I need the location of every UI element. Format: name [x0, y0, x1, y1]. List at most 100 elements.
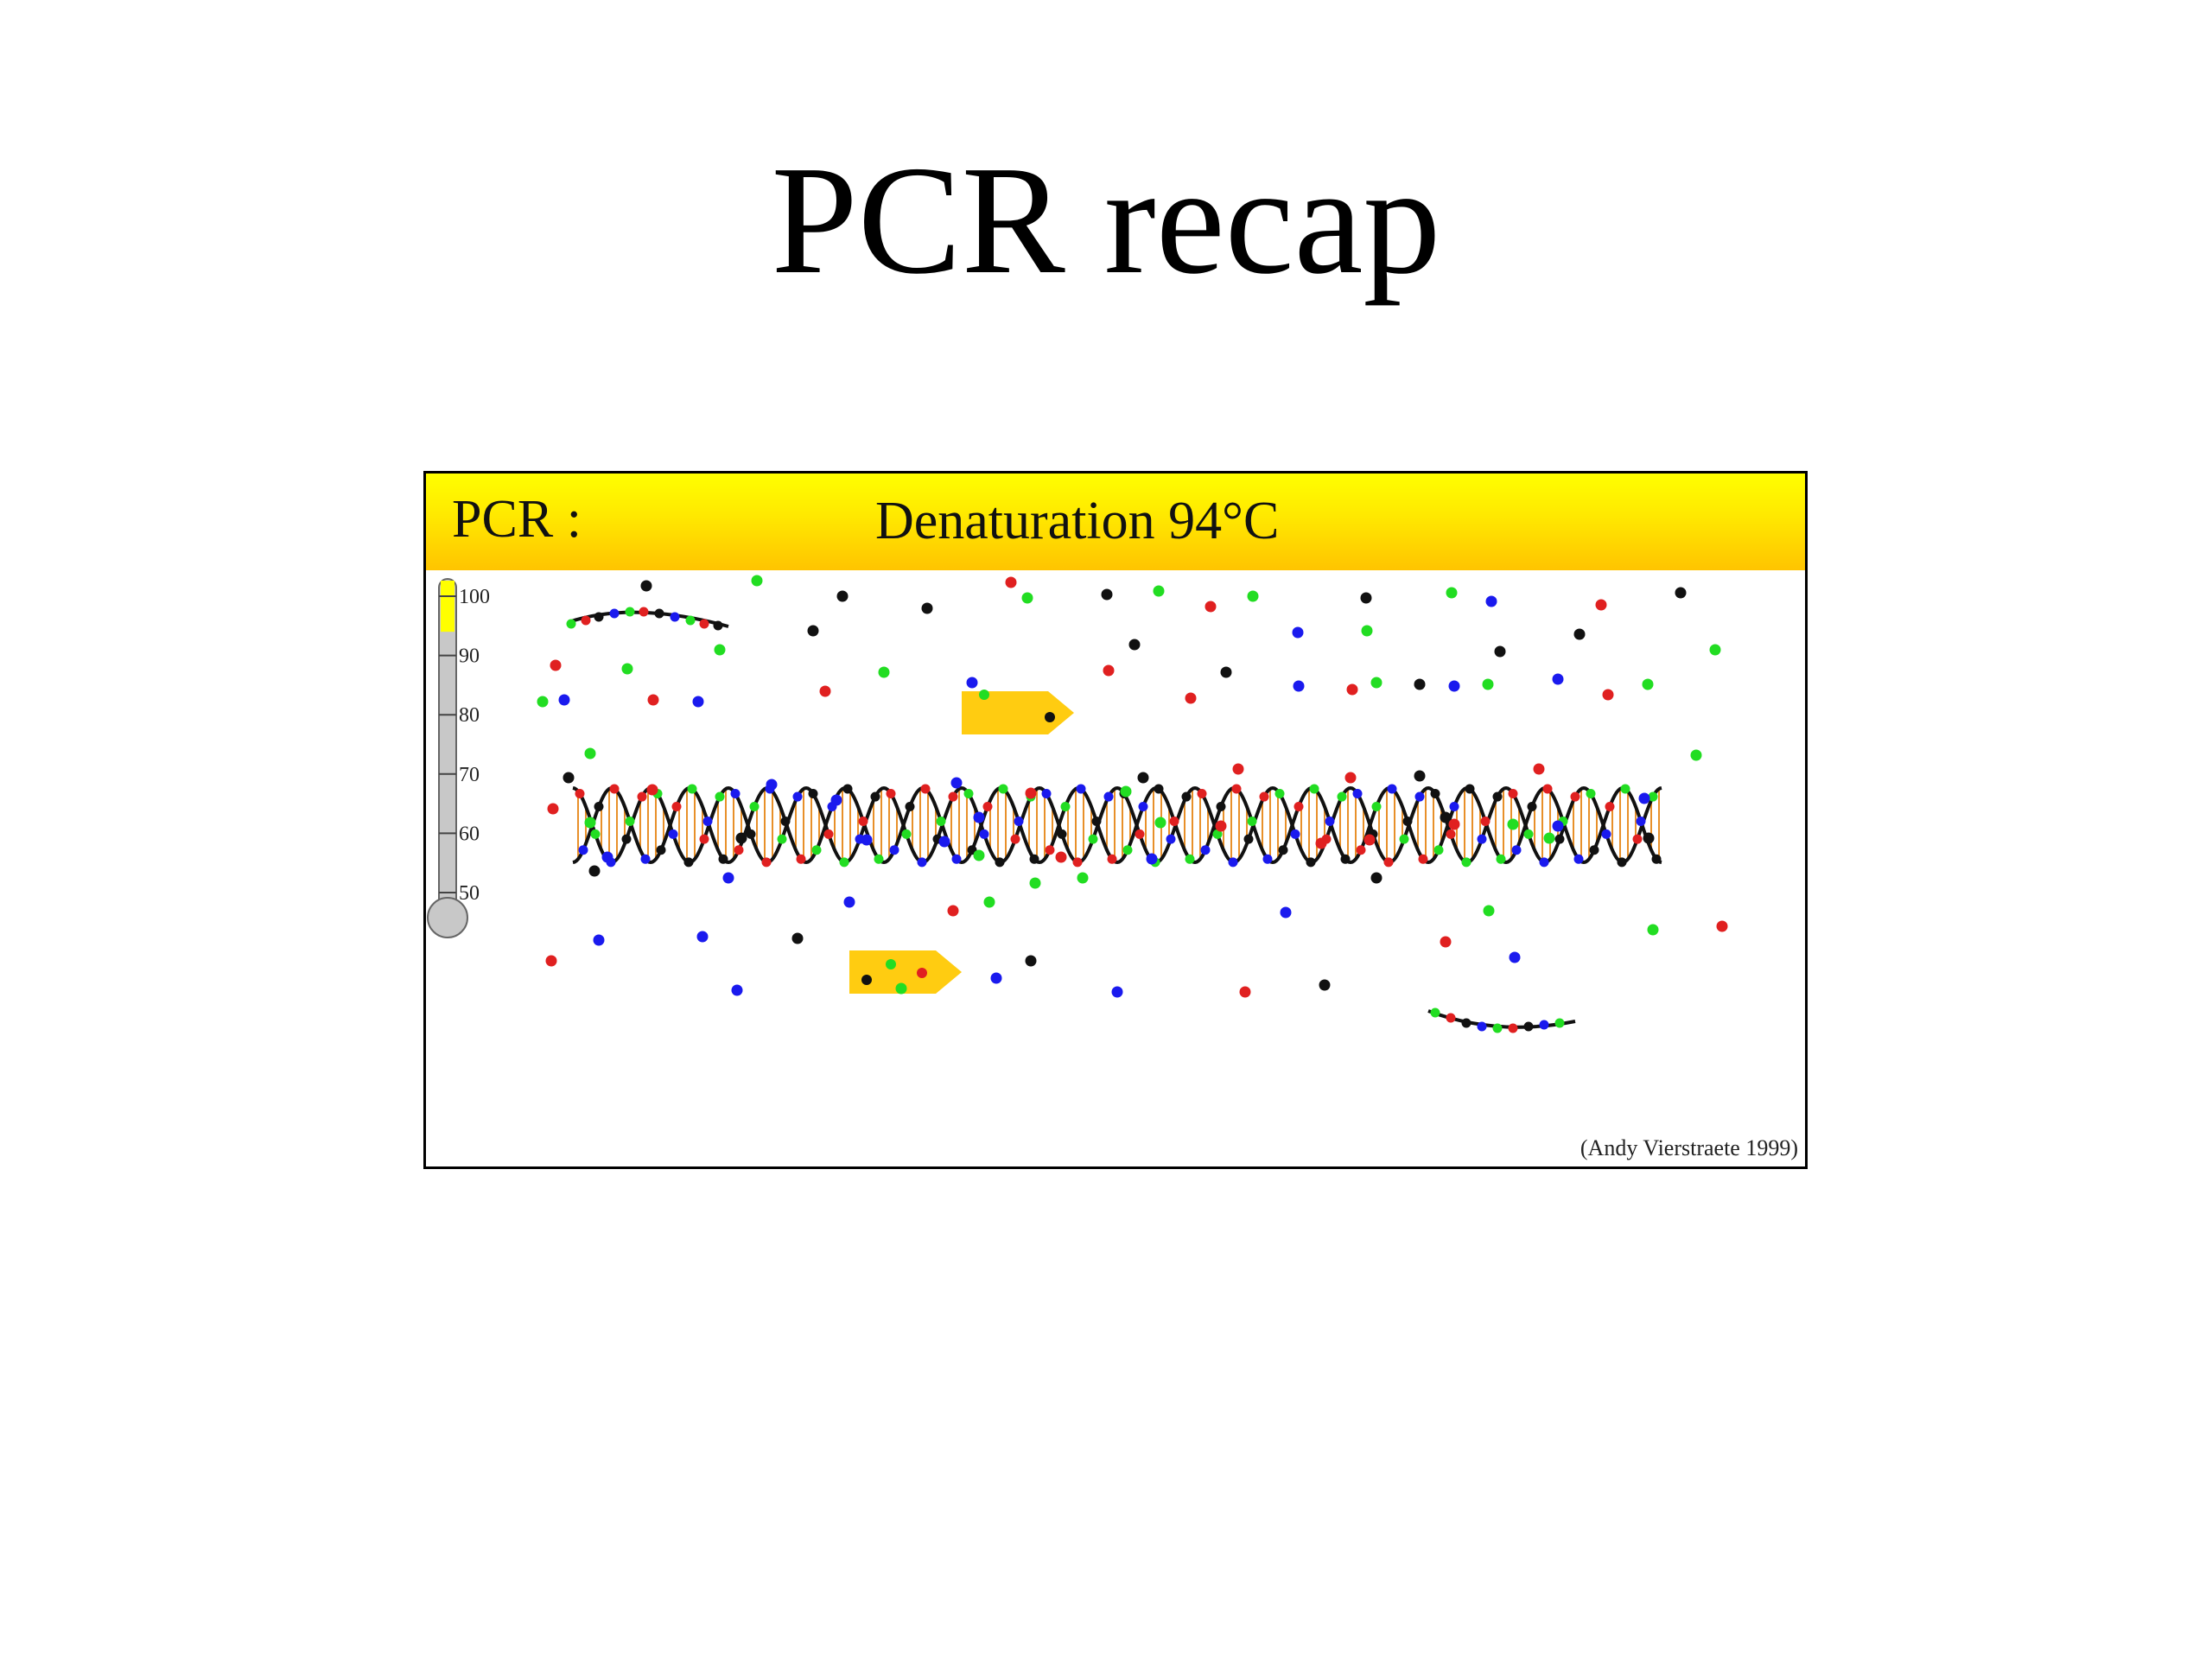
- helix-nucleotide: [1262, 854, 1273, 864]
- helix-nucleotide: [1138, 802, 1148, 811]
- primer-nucleotide: [979, 690, 989, 700]
- helix-nucleotide: [1014, 817, 1024, 827]
- panel-step-label: Denaturation 94°C: [875, 492, 1280, 550]
- free-nucleotide: [1440, 811, 1452, 823]
- primer-nucleotide: [886, 959, 896, 969]
- free-nucleotide: [791, 932, 804, 944]
- helix-nucleotide: [637, 791, 647, 802]
- free-nucleotide: [1716, 920, 1728, 932]
- helix-nucleotide: [761, 857, 772, 868]
- helix-nucleotide: [1243, 834, 1254, 844]
- strand-nucleotide: [1508, 1023, 1518, 1033]
- free-nucleotide: [1280, 906, 1292, 918]
- helix-nucleotide: [1231, 784, 1242, 794]
- free-nucleotide: [1483, 905, 1495, 917]
- slide-title: PCR recap: [771, 134, 1441, 306]
- helix-nucleotide: [839, 857, 849, 868]
- helix-nucleotide: [1648, 791, 1658, 802]
- helix-nucleotide: [640, 854, 651, 864]
- helix-nucleotide: [1573, 854, 1584, 864]
- free-nucleotide: [1205, 601, 1217, 613]
- helix-nucleotide: [1461, 857, 1471, 868]
- free-nucleotide: [714, 644, 726, 656]
- free-nucleotide: [1552, 673, 1564, 685]
- free-nucleotide: [983, 896, 995, 908]
- strand-nucleotide: [670, 612, 680, 622]
- helix-nucleotide: [1259, 791, 1269, 802]
- free-nucleotide: [1690, 749, 1702, 761]
- strand-nucleotide: [1461, 1018, 1471, 1028]
- free-nucleotide: [647, 694, 659, 706]
- free-nucleotide: [895, 982, 907, 995]
- helix-nucleotide: [1371, 802, 1382, 811]
- strand-nucleotide: [713, 620, 723, 631]
- free-nucleotide: [1315, 837, 1327, 849]
- free-nucleotide: [1247, 590, 1259, 602]
- helix-nucleotide: [1430, 789, 1440, 799]
- free-nucleotide: [1344, 772, 1357, 784]
- helix-nucleotide: [1169, 817, 1179, 827]
- helix-nucleotide: [699, 834, 709, 844]
- helix-nucleotide: [715, 791, 725, 802]
- helix-nucleotide: [1387, 784, 1397, 794]
- helix-nucleotide: [1107, 854, 1117, 864]
- helix-nucleotide: [1197, 789, 1207, 799]
- free-nucleotide: [938, 836, 950, 848]
- free-nucleotide: [584, 817, 596, 829]
- primers: [849, 690, 1074, 994]
- helix-nucleotide: [718, 854, 728, 864]
- free-nucleotide: [558, 694, 570, 706]
- helix-nucleotide: [917, 857, 927, 868]
- helix-nucleotide: [1166, 834, 1176, 844]
- free-nucleotide: [1232, 763, 1244, 775]
- free-nucleotide: [1494, 645, 1506, 658]
- helix-nucleotide: [1620, 784, 1630, 794]
- free-nucleotide: [1485, 595, 1497, 607]
- free-nucleotide: [1414, 678, 1426, 690]
- helix-nucleotide: [951, 854, 962, 864]
- free-nucleotide: [1446, 587, 1458, 599]
- strand-nucleotide: [685, 615, 696, 626]
- helix-nucleotide: [780, 817, 791, 827]
- helix-nucleotide: [858, 817, 868, 827]
- helix-nucleotide: [656, 845, 666, 855]
- free-nucleotide: [1021, 592, 1033, 604]
- free-nucleotide: [563, 772, 575, 784]
- strand-nucleotide: [1446, 1013, 1456, 1023]
- strand-nucleotide: [1554, 1018, 1565, 1028]
- helix-nucleotide: [792, 791, 803, 802]
- helix-nucleotide: [1200, 845, 1211, 855]
- helix-nucleotide: [1554, 834, 1565, 844]
- helix-nucleotide: [1216, 802, 1226, 811]
- free-nucleotide: [731, 984, 743, 996]
- free-nucleotide: [1595, 599, 1607, 611]
- helix-nucleotide: [1091, 817, 1102, 827]
- helix-nucleotide: [1278, 845, 1288, 855]
- helix-nucleotide: [1185, 854, 1195, 864]
- helix-nucleotide: [1060, 802, 1071, 811]
- helix-nucleotide: [1154, 784, 1164, 794]
- free-nucleotide: [1363, 834, 1376, 846]
- free-nucleotide: [1055, 851, 1067, 863]
- helix-nucleotide: [1523, 829, 1534, 839]
- free-nucleotide: [1533, 763, 1545, 775]
- primer-nucleotide: [861, 975, 872, 985]
- helix-nucleotide: [671, 802, 682, 811]
- free-nucleotide: [1154, 817, 1166, 829]
- helix-nucleotide: [842, 784, 853, 794]
- helix-nucleotide: [874, 854, 884, 864]
- helix-nucleotide: [1527, 802, 1537, 811]
- strand-nucleotide: [1492, 1023, 1503, 1033]
- helix-nucleotide: [1433, 845, 1444, 855]
- strand-nucleotide: [1430, 1007, 1440, 1018]
- helix-nucleotide: [1076, 784, 1086, 794]
- helix-nucleotide: [1212, 829, 1223, 839]
- strand-nucleotide: [566, 619, 576, 629]
- pcr-animation-panel: PCR : Denaturation 94°C 100 90 80 70 60 50 (A…: [423, 471, 1808, 1169]
- free-nucleotide: [1185, 692, 1197, 704]
- free-nucleotide: [1220, 666, 1232, 678]
- free-nucleotide: [1643, 832, 1655, 844]
- primer-upper: [962, 691, 1074, 734]
- free-nucleotide: [646, 784, 658, 796]
- helix-nucleotide: [746, 829, 756, 839]
